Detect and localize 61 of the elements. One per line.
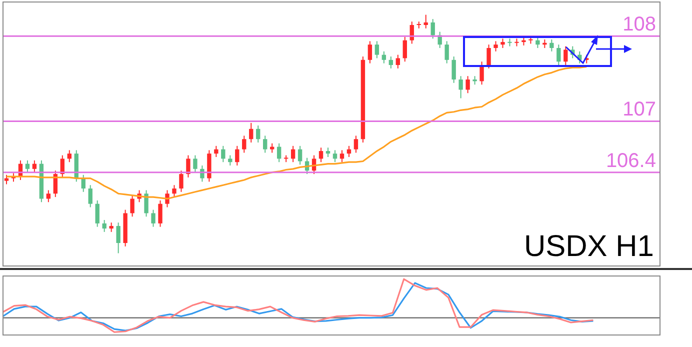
candlestick	[290, 145, 296, 163]
candlestick	[186, 154, 190, 178]
candlestick	[508, 38, 512, 47]
candlestick	[486, 44, 491, 69]
candlestick	[263, 135, 268, 154]
ref-line-label: 107	[622, 98, 656, 121]
candlestick	[382, 50, 386, 64]
candlestick	[298, 145, 302, 166]
candlestick	[340, 150, 344, 163]
candlestick	[536, 36, 540, 48]
candlestick	[235, 145, 240, 166]
candlestick	[95, 200, 100, 228]
candlestick	[46, 190, 51, 203]
candlestick	[25, 160, 30, 173]
annotation: USDX H1	[524, 230, 654, 264]
candlestick	[151, 209, 156, 228]
candlestick	[4, 174, 9, 185]
candlestick	[221, 145, 226, 163]
candlestick	[270, 142, 274, 154]
ref-line-label: 108	[622, 14, 656, 36]
candlestick	[32, 160, 37, 173]
candlestick	[256, 124, 260, 144]
candlestick	[466, 76, 470, 94]
ref-line-label: 106.4	[606, 150, 656, 172]
candlestick	[179, 170, 184, 192]
candlestick	[452, 56, 456, 84]
candlestick	[276, 142, 282, 163]
candlestick	[564, 46, 568, 66]
candlestick	[214, 145, 218, 158]
candlestick	[402, 36, 407, 62]
candlestick	[242, 135, 246, 154]
candlestick	[109, 222, 114, 232]
candlestick	[556, 44, 561, 66]
candlestick	[158, 200, 162, 228]
candlestick	[88, 184, 92, 208]
candlestick	[480, 61, 484, 86]
candlestick	[67, 150, 72, 163]
candlestick	[430, 18, 435, 40]
candlestick	[318, 147, 324, 163]
candlestick	[388, 56, 394, 69]
candlestick	[374, 40, 380, 59]
candlestick	[130, 194, 134, 218]
candlestick	[514, 38, 519, 47]
candlestick	[354, 135, 358, 154]
candlestick	[346, 145, 352, 158]
candlestick	[396, 54, 400, 69]
candlestick	[228, 154, 232, 166]
candlestick	[500, 38, 505, 48]
candlestick	[102, 220, 106, 232]
candlestick	[332, 150, 338, 163]
candlestick	[494, 40, 498, 52]
candlestick	[193, 154, 198, 173]
candlestick	[424, 14, 428, 29]
candlestick	[116, 222, 120, 254]
candlestick	[326, 147, 330, 158]
candlestick	[172, 184, 176, 198]
candlestick	[368, 40, 372, 64]
candlestick	[249, 122, 254, 144]
candlestick	[550, 38, 554, 52]
candlestick	[458, 76, 463, 99]
candlestick	[444, 40, 449, 64]
